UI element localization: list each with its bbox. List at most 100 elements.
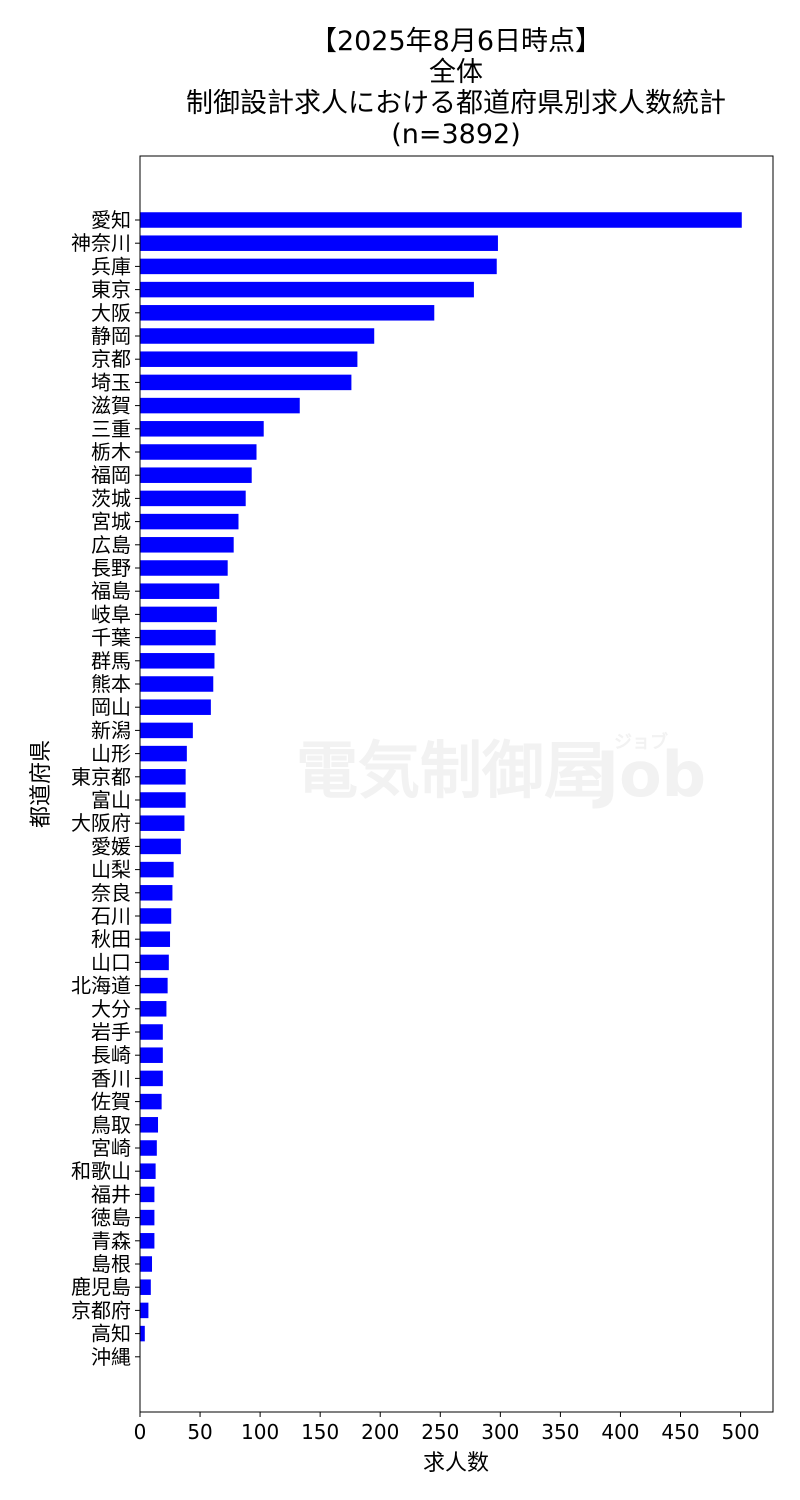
x-tick-label-3: 150 [301, 1420, 339, 1444]
bar-39 [140, 1117, 159, 1133]
bar-8 [140, 397, 300, 414]
bar-31 [140, 931, 171, 947]
category-label-39: 鳥取 [91, 1113, 131, 1137]
x-tick-label-0: 0 [134, 1420, 147, 1444]
bar-1 [140, 235, 498, 251]
category-label-28: 山梨 [91, 858, 131, 882]
category-label-16: 福島 [91, 579, 131, 603]
category-label-27: 愛媛 [91, 834, 131, 858]
bar-22 [140, 722, 193, 739]
bar-36 [140, 1047, 163, 1063]
category-label-49: 沖縄 [91, 1345, 131, 1369]
bar-29 [140, 885, 173, 901]
bar-38 [140, 1093, 162, 1110]
chart-title-line-4: (n=3892) [391, 119, 521, 150]
bar-21 [140, 699, 211, 715]
bar-5 [140, 328, 375, 344]
category-label-30: 石川 [91, 904, 131, 928]
bar-13 [140, 513, 239, 530]
category-label-14: 広島 [91, 533, 131, 557]
bar-32 [140, 954, 169, 971]
category-label-5: 静岡 [91, 324, 131, 348]
x-axis-ticks: 0 50 100 150 200 250 300 350 400 450 500 [134, 1412, 760, 1444]
bar-43 [140, 1209, 155, 1226]
bar-25 [140, 792, 186, 808]
bar-47 [140, 1302, 149, 1319]
bar-18 [140, 629, 216, 646]
category-label-4: 大阪 [91, 301, 131, 325]
category-label-38: 佐賀 [91, 1090, 131, 1114]
bar-26 [140, 815, 185, 831]
bar-16 [140, 583, 220, 599]
bar-45 [140, 1256, 153, 1272]
bar-23 [140, 745, 187, 762]
category-label-18: 千葉 [91, 626, 131, 650]
category-label-25: 富山 [91, 788, 131, 812]
bar-4 [140, 305, 435, 321]
bar-24 [140, 769, 186, 785]
category-label-10: 栃木 [91, 440, 131, 464]
watermark-main-text: 電気制御屋 [296, 734, 606, 807]
category-label-29: 奈良 [91, 881, 131, 905]
bar-44 [140, 1233, 155, 1249]
chart-title-line-3: 制御設計求人における都道府県別求人数統計 [186, 88, 726, 119]
bar-12 [140, 490, 246, 507]
bar-17 [140, 606, 217, 623]
category-label-7: 埼玉 [91, 370, 131, 394]
bar-34 [140, 1001, 167, 1017]
x-tick-label-1: 50 [187, 1420, 212, 1444]
category-label-2: 兵庫 [91, 254, 131, 278]
category-label-23: 山形 [91, 742, 131, 766]
watermark-logo: 電気制御屋 Job ジョブ [296, 731, 706, 811]
category-label-47: 京都府 [71, 1298, 131, 1322]
chart-title-line-2: 全体 [429, 57, 483, 88]
watermark-job-text: Job [592, 738, 706, 811]
bar-27 [140, 838, 181, 855]
category-label-15: 長野 [91, 556, 131, 580]
x-axis-title: 求人数 [423, 1451, 489, 1476]
category-label-22: 新潟 [91, 718, 131, 742]
bar-40 [140, 1140, 157, 1156]
bar-46 [140, 1279, 151, 1295]
x-tick-label-6: 300 [481, 1420, 519, 1444]
category-label-9: 三重 [91, 417, 131, 441]
category-label-19: 群馬 [91, 649, 131, 673]
category-label-13: 宮城 [91, 510, 131, 534]
x-tick-label-9: 450 [661, 1420, 699, 1444]
bar-2 [140, 258, 497, 275]
bar-48 [140, 1325, 145, 1342]
bar-11 [140, 467, 252, 483]
category-label-36: 長崎 [91, 1043, 131, 1067]
x-tick-label-7: 350 [541, 1420, 579, 1444]
category-label-31: 秋田 [91, 927, 131, 951]
bar-7 [140, 374, 352, 391]
bar-19 [140, 653, 215, 669]
bar-series [140, 212, 742, 1342]
category-label-11: 福岡 [91, 463, 131, 487]
bar-6 [140, 351, 358, 367]
bar-35 [140, 1024, 163, 1040]
category-label-26: 大阪府 [71, 811, 131, 835]
x-tick-label-2: 100 [241, 1420, 279, 1444]
bar-37 [140, 1070, 163, 1087]
chart-title-line-1: 【2025年8月6日時点】 [310, 26, 602, 57]
category-label-44: 青森 [91, 1229, 131, 1253]
bar-33 [140, 977, 168, 994]
category-label-17: 岐阜 [91, 602, 131, 626]
category-label-3: 東京 [91, 278, 131, 302]
category-label-20: 熊本 [91, 672, 131, 696]
category-label-37: 香川 [91, 1066, 131, 1090]
category-label-42: 福井 [91, 1182, 131, 1206]
bar-10 [140, 444, 257, 460]
category-label-24: 東京都 [71, 765, 131, 789]
x-tick-label-4: 200 [361, 1420, 399, 1444]
bar-41 [140, 1163, 156, 1179]
category-label-46: 鹿児島 [71, 1275, 131, 1299]
category-label-0: 愛知 [91, 208, 131, 232]
watermark-kana-text: ジョブ [614, 731, 668, 753]
category-label-41: 和歌山 [71, 1159, 131, 1183]
category-label-34: 大分 [91, 997, 131, 1021]
category-label-35: 岩手 [91, 1020, 131, 1044]
plot-frame [139, 155, 774, 1413]
